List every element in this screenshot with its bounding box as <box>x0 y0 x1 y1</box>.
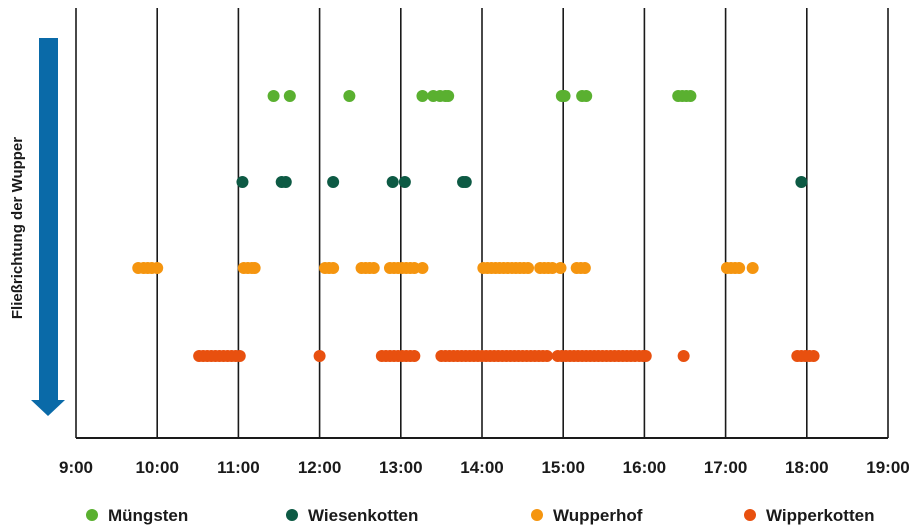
data-point <box>554 262 567 274</box>
data-point <box>733 262 746 274</box>
x-tick-label: 19:00 <box>866 458 909 477</box>
data-point <box>795 176 808 188</box>
data-point <box>267 90 280 102</box>
legend-marker <box>86 509 98 521</box>
data-point <box>578 262 591 274</box>
x-tick-label: 13:00 <box>379 458 422 477</box>
legend-item: Müngsten <box>86 506 188 525</box>
data-point <box>283 90 296 102</box>
data-point <box>327 176 340 188</box>
data-points <box>132 90 820 362</box>
data-point <box>639 350 652 362</box>
data-point <box>746 262 759 274</box>
data-point <box>233 350 246 362</box>
series-wupperhof <box>132 262 759 274</box>
legend-marker <box>744 509 756 521</box>
x-tick-label: 15:00 <box>541 458 584 477</box>
data-point <box>398 176 411 188</box>
legend-marker <box>531 509 543 521</box>
data-point <box>248 262 261 274</box>
legend-item: Wiesenkotten <box>286 506 418 525</box>
legend-label: Wipperkotten <box>766 506 874 525</box>
data-point <box>442 90 455 102</box>
data-point <box>558 90 571 102</box>
data-point <box>386 176 399 188</box>
legend: Müngsten Wiesenkotten Wupperhof Wipperkotte… <box>86 506 874 525</box>
x-tick-label: 17:00 <box>704 458 747 477</box>
x-tick-label: 18:00 <box>785 458 828 477</box>
x-tick-label: 14:00 <box>460 458 503 477</box>
series-müngsten <box>267 90 697 102</box>
grid-lines <box>75 8 889 438</box>
data-point <box>580 90 593 102</box>
data-point <box>343 90 356 102</box>
x-tick-label: 9:00 <box>59 458 93 477</box>
data-point <box>807 350 820 362</box>
legend-item: Wupperhof <box>531 506 643 525</box>
x-tick-label: 10:00 <box>135 458 178 477</box>
arrow-head <box>31 400 65 416</box>
data-point <box>151 262 164 274</box>
data-point <box>279 176 292 188</box>
data-point <box>416 262 429 274</box>
x-tick-label: 16:00 <box>623 458 666 477</box>
legend-label: Wiesenkotten <box>308 506 418 525</box>
data-point <box>327 262 340 274</box>
data-point <box>684 90 697 102</box>
x-axis-ticks: 9:00 10:00 11:00 12:00 13:00 14:00 15:00 16:00 1… <box>59 458 910 477</box>
data-point <box>416 90 429 102</box>
data-point <box>408 350 421 362</box>
data-point <box>522 262 535 274</box>
flow-direction-arrow <box>31 38 65 416</box>
legend-label: Wupperhof <box>553 506 643 525</box>
arrow-shaft <box>39 38 58 402</box>
legend-label: Müngsten <box>108 506 188 525</box>
series-wipperkotten <box>193 350 820 362</box>
data-point <box>459 176 472 188</box>
series-wiesenkotten <box>236 176 808 188</box>
legend-item: Wipperkotten <box>744 506 874 525</box>
y-axis-label: Fließrichtung der Wupper <box>9 137 26 319</box>
data-point <box>540 350 553 362</box>
data-point <box>313 350 326 362</box>
data-point <box>677 350 690 362</box>
data-point <box>367 262 380 274</box>
legend-marker <box>286 509 298 521</box>
x-tick-label: 12:00 <box>298 458 341 477</box>
data-point <box>236 176 249 188</box>
x-tick-label: 11:00 <box>217 458 260 477</box>
